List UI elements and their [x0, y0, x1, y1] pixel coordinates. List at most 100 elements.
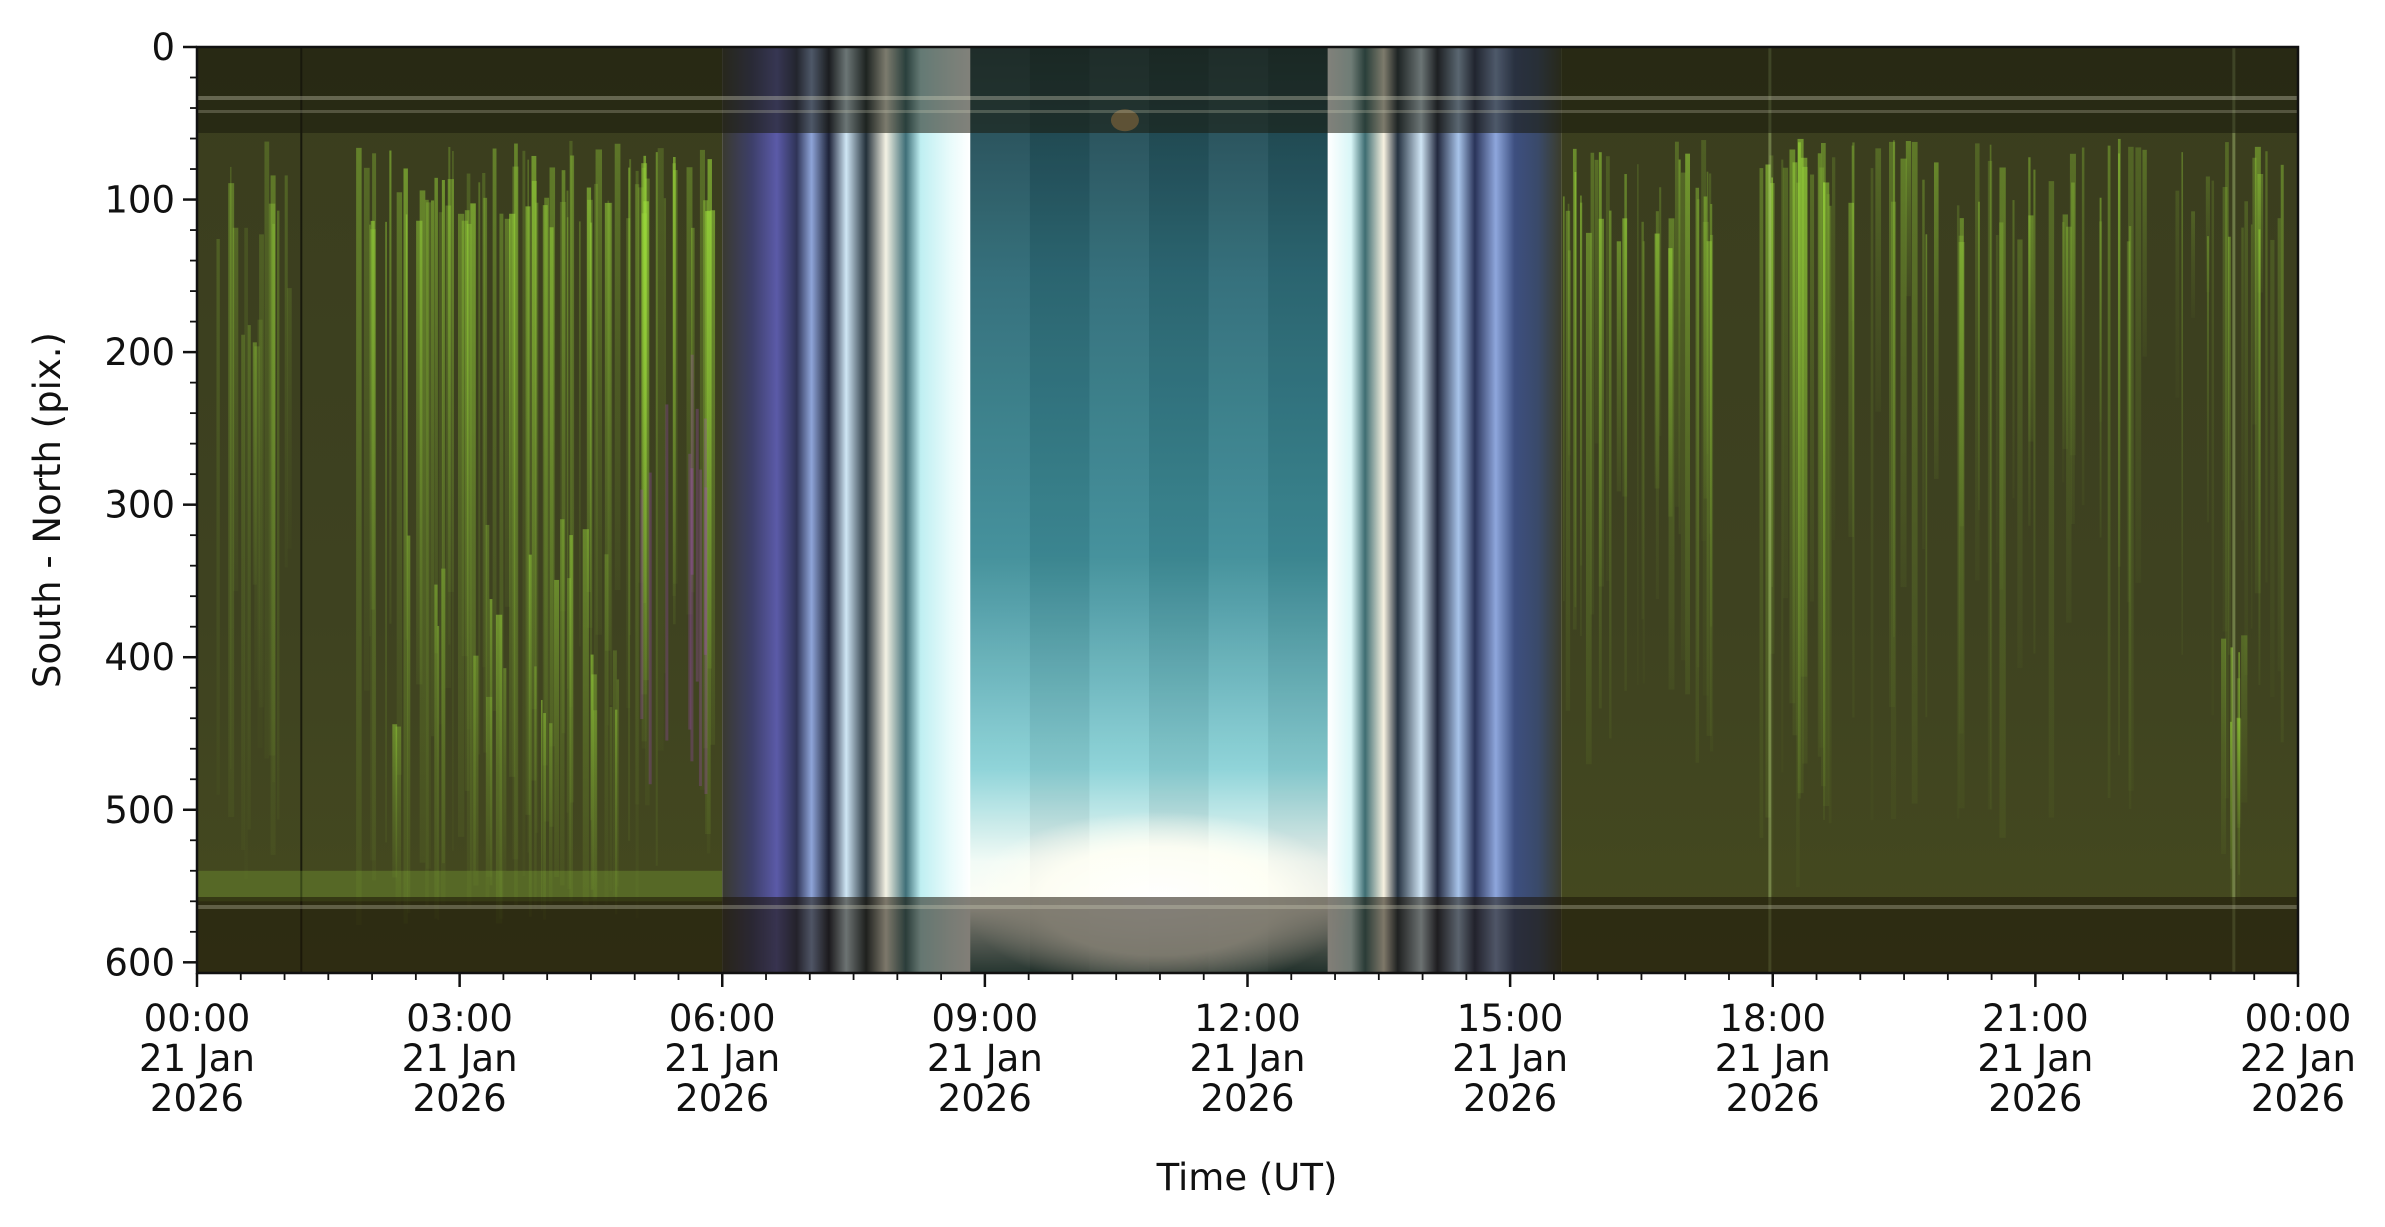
x-tick-label: 21 Jan: [402, 1037, 518, 1080]
x-tick-label: 09:00: [932, 997, 1039, 1040]
aurora-streak: [655, 152, 658, 866]
aurora-streak: [1637, 164, 1639, 686]
aurora-streak: [531, 180, 537, 710]
aurora-streak: [434, 177, 438, 654]
aurora-streak: [2225, 142, 2229, 799]
aurora-streak: [1759, 168, 1764, 838]
aurora-streak: [1922, 179, 1925, 550]
aurora-streak: [389, 150, 392, 624]
aurora-streak: [419, 190, 426, 863]
aurora-streak: [1703, 196, 1708, 499]
aurora-streak: [492, 148, 497, 711]
aurora-streak: [570, 155, 575, 803]
aurora-streak: [2258, 229, 2261, 686]
aurora-streak: [1680, 172, 1686, 661]
aurora-streak: [1828, 205, 1832, 824]
x-axis-title: Time (UT): [1156, 1156, 1338, 1199]
x-tick-label: 2026: [2251, 1077, 2345, 1120]
y-axis-title: South - North (pix.): [26, 332, 69, 688]
aurora-streak: [241, 334, 245, 851]
aurora-streak: [2135, 147, 2142, 583]
aurora-streak: [2230, 647, 2233, 902]
purple-streak: [688, 453, 692, 730]
top-horizon-band: [197, 47, 2298, 133]
purple-streak: [703, 418, 707, 655]
aurora-streak: [609, 706, 613, 891]
aurora-streak: [549, 167, 556, 747]
aurora-streak: [431, 200, 435, 737]
low-glow: [197, 870, 723, 902]
aurora-streak: [1641, 221, 1644, 620]
aurora-streak: [542, 205, 548, 766]
aurora-streak: [2142, 149, 2147, 357]
aurora-streak: [1933, 162, 1939, 479]
aurora-streak: [2280, 164, 2284, 743]
daylight-frame-column: [970, 47, 1030, 973]
aurora-streak: [673, 157, 676, 625]
aurora-streak: [1598, 218, 1604, 587]
aurora-streak: [437, 625, 440, 921]
x-tick-label: 18:00: [1719, 997, 1826, 1040]
aurora-streak: [407, 535, 411, 914]
aurora-streak: [1565, 210, 1571, 711]
horizon-bands: [197, 47, 2298, 973]
aurora-streak: [2252, 157, 2257, 425]
aurora-streak: [2028, 215, 2034, 442]
aurora-streak: [1889, 141, 1896, 708]
aurora-streak: [1989, 144, 1992, 810]
aurora-streak: [466, 173, 471, 730]
aurora-streak: [470, 203, 476, 871]
aurora-streak: [457, 213, 465, 837]
aurora-streak: [441, 180, 445, 864]
bottom-horizon-line: [197, 905, 2298, 909]
y-tick-label: 100: [104, 179, 175, 222]
aurora-streak: [2012, 200, 2015, 499]
x-tick-label: 00:00: [2245, 997, 2352, 1040]
aurora-streak: [461, 220, 469, 657]
aurora-streak: [1580, 195, 1582, 637]
aurora-streak: [1706, 171, 1709, 455]
x-tick-label: 2026: [413, 1077, 507, 1120]
aurora-streak: [1925, 234, 1928, 718]
aurora-streak: [2227, 236, 2231, 655]
aurora-streak: [356, 147, 362, 926]
aurora-streak: [284, 175, 288, 568]
aurora-streak: [586, 187, 592, 593]
aurora-streak: [503, 668, 507, 872]
aurora-streak: [252, 342, 257, 585]
bright-column: [2232, 47, 2236, 973]
aurora-streak: [2048, 181, 2055, 818]
purple-streak: [690, 468, 694, 762]
aurora-streak: [392, 724, 398, 878]
aurora-streak: [1574, 172, 1577, 608]
aurora-streak: [1668, 248, 1673, 517]
aurora-streak: [2033, 169, 2036, 654]
aurora-streak: [2191, 211, 2196, 318]
x-tick-label: 2026: [938, 1077, 1032, 1120]
x-tick-label: 22 Jan: [2240, 1037, 2356, 1080]
aurora-streak: [426, 202, 431, 869]
aurora-streak: [569, 535, 573, 902]
aurora-streak: [1797, 138, 1804, 794]
aurora-streak: [2244, 201, 2248, 675]
aurora-streak: [699, 149, 705, 790]
purple-streak: [695, 408, 699, 682]
aurora-streak: [535, 202, 539, 833]
aurora-streak: [1875, 148, 1882, 412]
aurora-streak: [2017, 239, 2023, 668]
aurora-streak: [1956, 205, 1960, 819]
aurora-streak: [486, 696, 493, 877]
top-horizon-line-2: [197, 110, 2298, 113]
aurora-streak: [1678, 159, 1681, 535]
aurora-streak: [478, 182, 481, 755]
aurora-streak: [287, 288, 292, 549]
aurora-streak: [1831, 157, 1836, 541]
aurora-streak: [582, 529, 589, 905]
aurora-streak: [604, 554, 609, 905]
purple-streak: [665, 404, 669, 741]
aurora-streak: [272, 223, 276, 783]
aurora-streak: [1708, 173, 1712, 534]
bright-column: [1768, 47, 1772, 973]
aurora-streak: [1642, 241, 1645, 684]
